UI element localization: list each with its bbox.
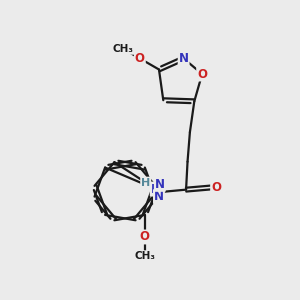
Text: O: O	[211, 181, 221, 194]
Text: CH₃: CH₃	[113, 44, 134, 54]
Text: N: N	[154, 190, 164, 203]
Text: O: O	[135, 52, 145, 65]
Text: O: O	[197, 68, 207, 80]
Text: O: O	[140, 230, 150, 244]
Text: N: N	[155, 178, 165, 191]
Text: N: N	[151, 182, 161, 196]
Text: H: H	[141, 178, 150, 188]
Text: CH₃: CH₃	[134, 251, 155, 261]
Text: N: N	[178, 52, 189, 65]
